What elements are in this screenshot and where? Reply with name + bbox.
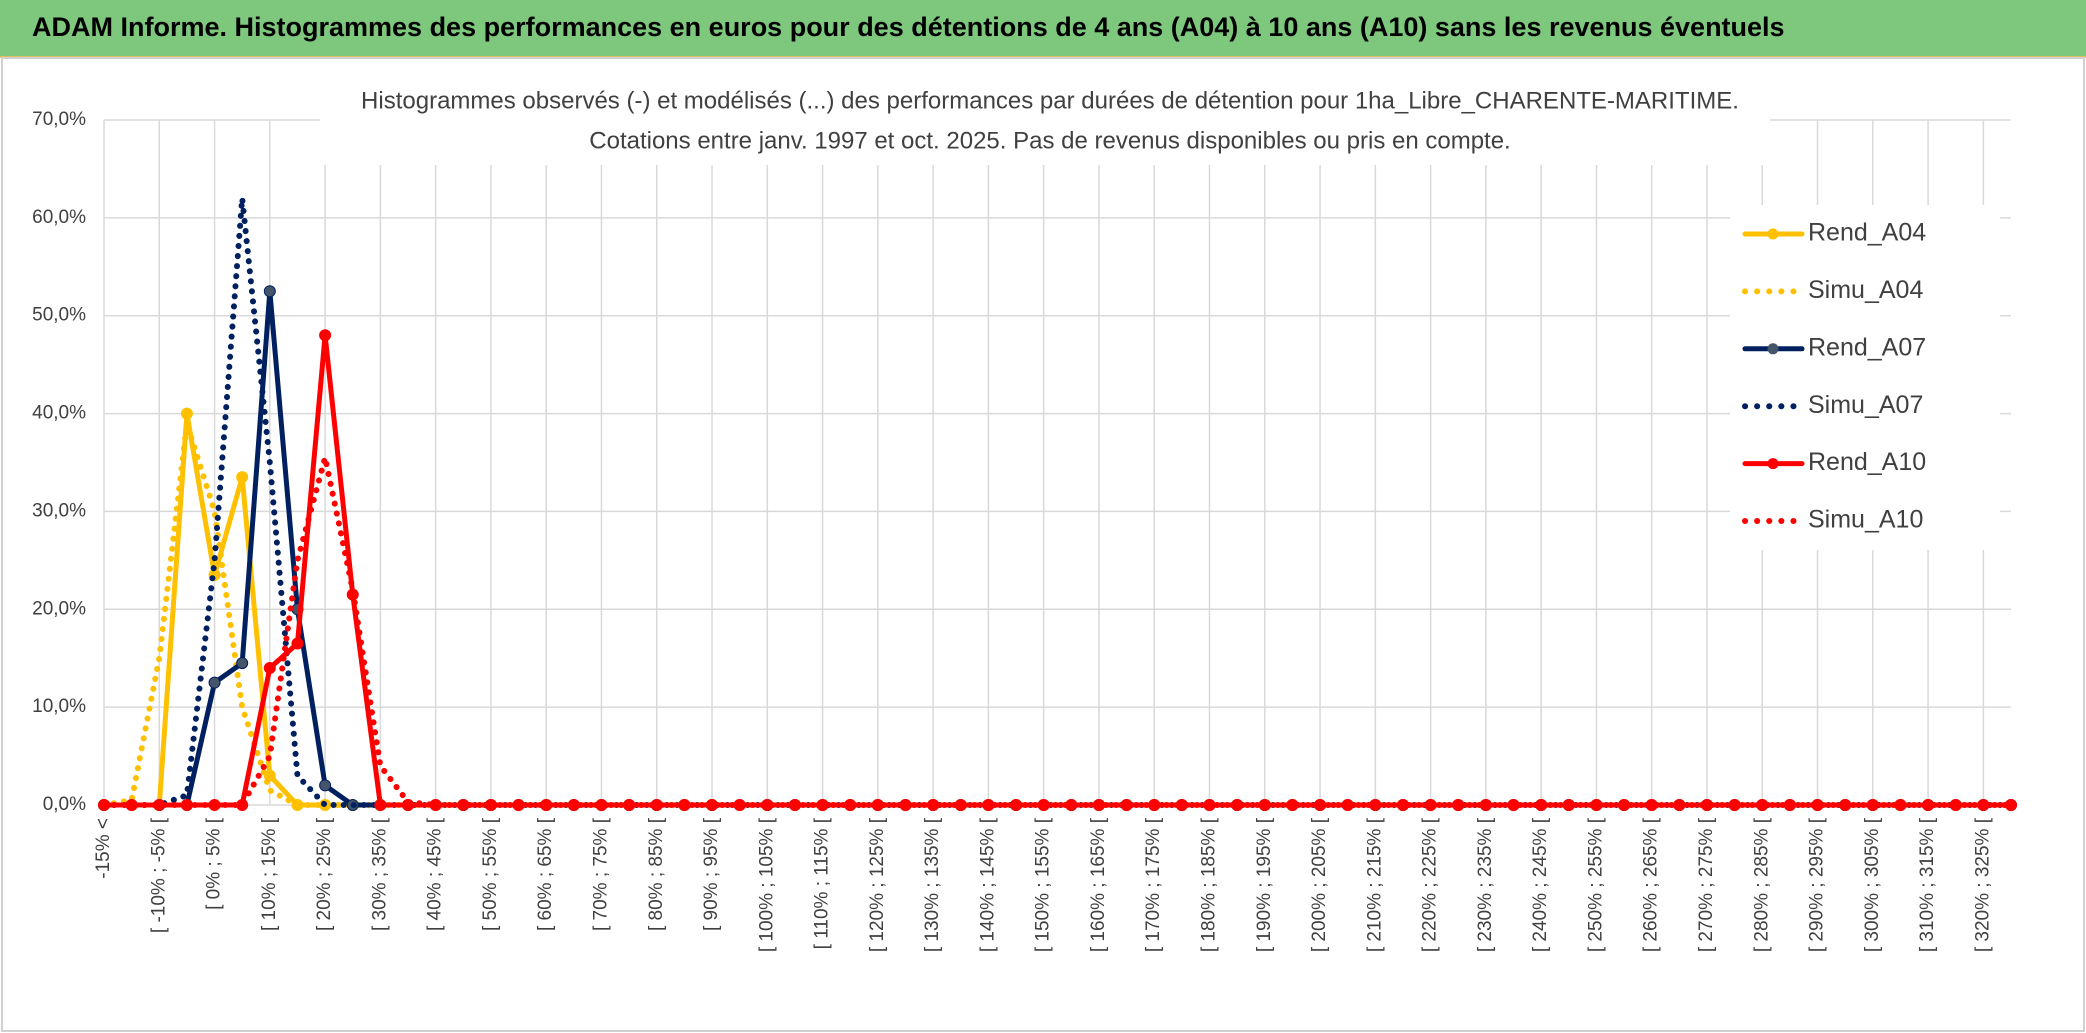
- x-tick-label: [ 180% ; 185% [: [1199, 817, 1220, 952]
- x-tick-label: [ 140% ; 145% [: [977, 817, 998, 952]
- x-tick-label: [ 20% ; 25% [: [314, 817, 335, 931]
- title-backdrop: [320, 80, 1770, 165]
- header-bar: [0, 0, 2086, 56]
- data-point: [319, 779, 332, 792]
- x-tick-label: [ 300% ; 305% [: [1862, 817, 1883, 952]
- x-tick-label: [ -10% ; -5% [: [148, 817, 169, 933]
- header-title: ADAM Informe. Histogrammes des performan…: [32, 12, 1785, 42]
- chart-title: Cotations entre janv. 1997 et oct. 2025.…: [589, 127, 1510, 154]
- x-tick-label: [ 150% ; 155% [: [1033, 817, 1054, 952]
- x-tick-label: [ 10% ; 15% [: [259, 817, 280, 931]
- x-tick-label: [ 110% ; 115% [: [812, 817, 833, 949]
- x-tick-label: -15% <: [93, 818, 114, 879]
- x-tick-label: [ 310% ; 315% [: [1917, 817, 1938, 952]
- x-tick-label: [ 230% ; 235% [: [1475, 817, 1496, 952]
- x-tick-label: [ 130% ; 135% [: [922, 817, 943, 952]
- x-tick-label: [ 220% ; 225% [: [1420, 817, 1441, 952]
- x-tick-label: [ 80% ; 85% [: [646, 817, 667, 931]
- x-tick-label: [ 0% ; 5% [: [204, 817, 225, 910]
- x-tick-label: [ 270% ; 275% [: [1696, 817, 1717, 952]
- x-tick-label: [ 170% ; 175% [: [1143, 817, 1164, 952]
- legend-marker: [1767, 458, 1779, 470]
- chart-title: Histogrammes observés (-) et modélisés (…: [361, 87, 1739, 114]
- data-point: [374, 799, 387, 811]
- x-tick-label: [ 70% ; 75% [: [590, 817, 611, 931]
- x-tick-label: [ 260% ; 265% [: [1641, 817, 1662, 952]
- y-tick-label: 40,0%: [32, 403, 86, 424]
- data-point: [236, 471, 249, 484]
- x-tick-label: [ 60% ; 65% [: [535, 817, 556, 931]
- x-tick-label: [ 320% ; 325% [: [1972, 817, 1993, 952]
- x-tick-label: [ 200% ; 205% [: [1309, 817, 1330, 952]
- x-tick-label: [ 290% ; 295% [: [1807, 817, 1828, 952]
- legend-marker: [1767, 343, 1779, 355]
- x-tick-label: [ 30% ; 35% [: [369, 817, 390, 931]
- data-point: [263, 285, 276, 298]
- x-tick-label: [ 40% ; 45% [: [425, 817, 446, 931]
- legend: Rend_A04 Simu_A04 Rend_A07 Simu_A07 Rend_A10…: [1742, 219, 1926, 534]
- legend-label: Simu_A04: [1808, 276, 1923, 304]
- data-point: [291, 637, 304, 650]
- data-point: [263, 662, 276, 674]
- legend-label: Rend_A04: [1808, 219, 1926, 247]
- x-tick-label: [ 100% ; 105% [: [756, 817, 777, 952]
- x-tick-label: [ 280% ; 285% [: [1751, 817, 1772, 952]
- data-point: [180, 407, 193, 420]
- legend-label: Rend_A07: [1808, 333, 1926, 361]
- legend-backdrop: [1730, 205, 2000, 550]
- x-tick-label: [ 160% ; 165% [: [1088, 817, 1109, 952]
- x-tick-label: [ 90% ; 95% [: [701, 817, 722, 931]
- plot: [98, 195, 2017, 811]
- y-tick-label: 20,0%: [32, 598, 86, 619]
- y-tick-label: 0,0%: [43, 794, 86, 815]
- series-line: [101, 454, 2014, 808]
- y-tick-label: 10,0%: [32, 696, 86, 717]
- legend-label: Simu_A10: [1808, 506, 1923, 534]
- legend-label: Simu_A07: [1808, 391, 1923, 419]
- grid: 0,0% 10,0% 20,0% 30,0% 40,0% 50,0% 60,0% 70,0% -…: [32, 109, 2011, 952]
- x-tick-label: [ 210% ; 215% [: [1364, 817, 1385, 952]
- x-tick-label: [ 50% ; 55% [: [480, 817, 501, 931]
- x-tick-label: [ 240% ; 245% [: [1530, 817, 1551, 952]
- y-tick-label: 60,0%: [32, 207, 86, 228]
- y-tick-label: 70,0%: [32, 109, 86, 130]
- data-point: [236, 657, 249, 670]
- x-tick-label: [ 250% ; 255% [: [1585, 817, 1606, 952]
- y-tick-label: 50,0%: [32, 305, 86, 326]
- data-point: [208, 676, 221, 689]
- legend-marker: [1767, 228, 1779, 240]
- legend-label: Rend_A10: [1808, 448, 1926, 476]
- x-tick-label: [ 190% ; 195% [: [1254, 817, 1275, 952]
- data-point: [319, 329, 332, 342]
- x-tick-label: [ 120% ; 125% [: [867, 817, 888, 952]
- y-tick-label: 30,0%: [32, 500, 86, 521]
